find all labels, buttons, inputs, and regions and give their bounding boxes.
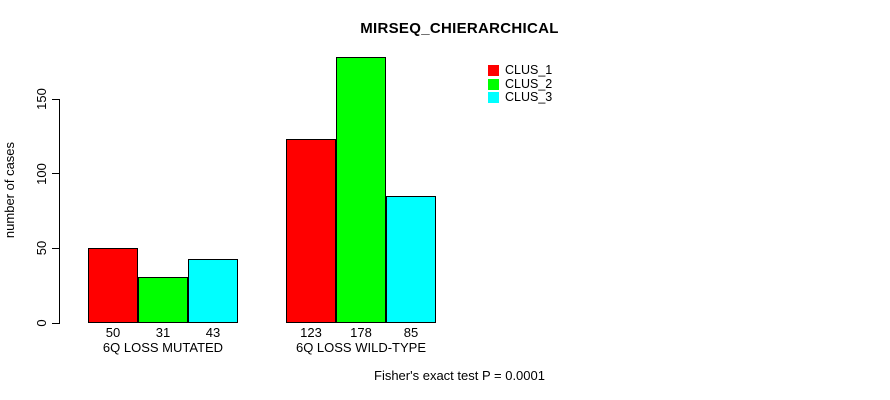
bar-clus-3-group-1: [188, 258, 238, 323]
legend-swatch-clus-2-icon: [488, 78, 499, 90]
bar-value-label-clus-3-group-2: 85: [403, 325, 419, 340]
bar-value-label-clus-3-group-1: 43: [205, 325, 221, 340]
y-axis-tick: [52, 98, 59, 100]
y-tick-label: 50: [33, 241, 49, 256]
bar-clus-1-group-1: [88, 248, 138, 323]
legend-label-clus-2: CLUS_2: [505, 76, 553, 91]
y-axis-line: [59, 99, 60, 324]
bar-clus-2-group-1: [138, 276, 188, 323]
bar-value-label-clus-1-group-2: 123: [300, 325, 322, 340]
bar-clus-1-group-2: [286, 139, 336, 323]
bar-value-label-clus-2-group-2: 178: [350, 325, 372, 340]
x-category-label-mutated: 6Q LOSS MUTATED: [102, 340, 224, 355]
y-axis-tick: [52, 173, 59, 175]
bar-value-label-clus-2-group-1: 31: [155, 325, 171, 340]
legend-item-clus-1: CLUS_1: [488, 63, 553, 78]
legend-item-clus-3: CLUS_3: [488, 90, 553, 105]
y-tick-label: 100: [33, 162, 49, 185]
bar-clus-3-group-2: [386, 196, 436, 323]
legend-swatch-clus-1-icon: [488, 65, 499, 76]
y-axis-tick: [52, 247, 59, 249]
y-tick-label: 150: [33, 88, 49, 110]
bar-clus-2-group-2: [336, 57, 386, 323]
statistical-test-annotation: Fisher's exact test P = 0.0001: [374, 368, 545, 383]
legend-item-clus-2: CLUS_2: [488, 76, 553, 91]
legend-label-clus-3: CLUS_3: [505, 90, 553, 105]
bar-value-label-clus-1-group-1: 50: [105, 325, 121, 340]
y-axis-tick: [52, 322, 59, 324]
y-tick-label: 0: [33, 319, 49, 327]
chart-title: MIRSEQ_CHIERARCHICAL: [360, 20, 559, 37]
legend-swatch-clus-3-icon: [488, 92, 499, 103]
legend-label-clus-1: CLUS_1: [505, 63, 553, 78]
legend: CLUS_1 CLUS_2 CLUS_3: [488, 63, 553, 106]
x-category-label-wild-type: 6Q LOSS WILD-TYPE: [295, 340, 427, 355]
